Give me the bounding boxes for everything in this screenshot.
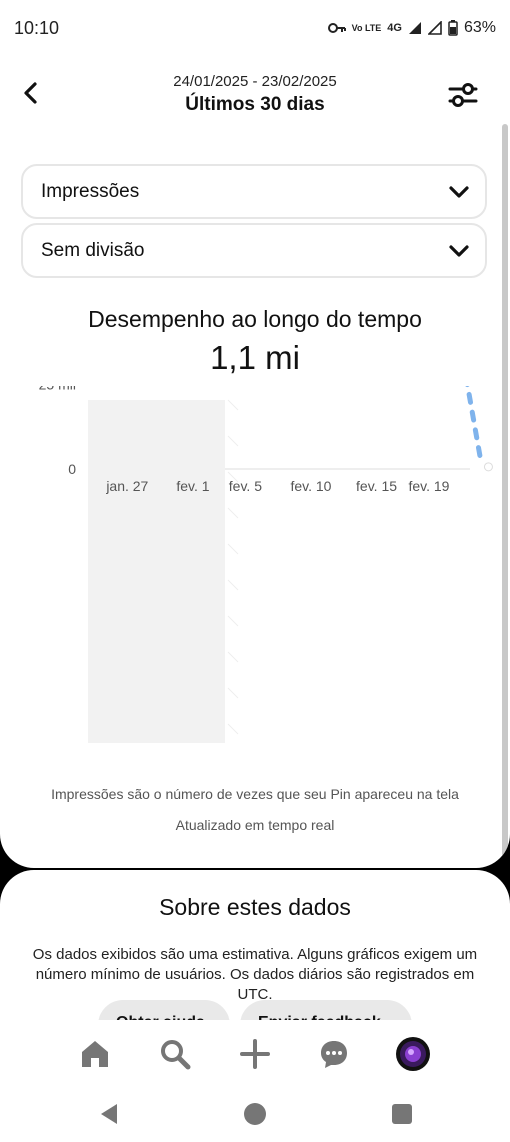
system-nav-bar (0, 1086, 510, 1142)
home-circle-icon[interactable] (241, 1100, 269, 1128)
x-tick-label: fev. 19 (408, 478, 449, 494)
hatch-line (227, 651, 239, 663)
metric-select-value: Impressões (41, 180, 140, 202)
data-point-marker (483, 462, 493, 472)
chart-caption: Impressões são o número de vezes que seu… (51, 786, 459, 802)
date-range: 24/01/2025 - 23/02/2025 (173, 73, 337, 90)
chart-shaded-region (88, 400, 225, 743)
updated-label: Atualizado em tempo real (175, 817, 335, 833)
hatch-line (227, 579, 239, 591)
nav-home[interactable] (75, 1034, 115, 1074)
battery-icon (448, 20, 458, 36)
split-select[interactable]: Sem divisão (21, 223, 487, 278)
series-line-partial-end (465, 386, 483, 462)
split-select-value: Sem divisão (41, 239, 145, 261)
period-label[interactable]: Últimos 30 dias (185, 94, 325, 115)
hatch-line (227, 615, 239, 627)
scrollbar[interactable] (502, 124, 508, 864)
x-tick-label: jan. 27 (105, 478, 148, 494)
hatch-line (227, 543, 239, 555)
key-icon (327, 23, 346, 33)
about-text: Os dados exibidos são uma estimativa. Al… (32, 946, 478, 1003)
y-tick-label: 25 mil (39, 386, 76, 392)
hatch-line (227, 507, 239, 519)
nav-profile[interactable] (393, 1034, 433, 1074)
x-tick-label: fev. 5 (229, 478, 262, 494)
volte-icon: Vo LTE (351, 22, 382, 33)
chart-total: 1,1 mi (210, 339, 300, 376)
status-time: 10:10 (14, 17, 60, 38)
x-tick-label: fev. 15 (356, 478, 397, 494)
battery-percent: 63% (463, 19, 496, 36)
analytics-card: 24/01/2025 - 23/02/2025 Últimos 30 dias … (0, 56, 510, 868)
y-tick-label: 0 (68, 461, 76, 477)
nav-create[interactable] (235, 1034, 275, 1074)
chart-title: Desempenho ao longo do tempo (88, 306, 422, 332)
nav-search[interactable] (155, 1034, 195, 1074)
search-icon (161, 1040, 191, 1070)
x-tick-label: fev. 10 (290, 478, 331, 494)
filter-settings-icon[interactable] (446, 78, 480, 112)
chart-x-axis: jan. 27 fev. 1 fev. 5 fev. 10 fev. 15 fev. 19 (105, 478, 449, 494)
chart-series (465, 386, 493, 472)
create-icon (240, 1039, 270, 1069)
home-icon (82, 1041, 108, 1067)
back-icon[interactable] (16, 78, 46, 108)
chevron-down-icon (449, 244, 469, 257)
header: 24/01/2025 - 23/02/2025 Últimos 30 dias (0, 56, 510, 136)
hatch-line (227, 399, 239, 411)
status-bar: 10:10 Vo LTE 4G 63% (0, 0, 510, 56)
nav-messages[interactable] (314, 1034, 354, 1074)
hatch-line (227, 687, 239, 699)
profile-avatar (396, 1037, 430, 1071)
4g-icon: 4G (387, 21, 402, 34)
chevron-down-icon (449, 185, 469, 198)
recents-square-icon[interactable] (388, 1100, 416, 1128)
hatch-line (227, 435, 239, 447)
status-icons: Vo LTE 4G 63% (327, 19, 496, 37)
metric-select[interactable]: Impressões (21, 164, 487, 219)
hatch-line (227, 471, 239, 483)
signal-icon (408, 22, 421, 34)
messages-icon (321, 1041, 347, 1068)
chart-hatch (227, 399, 239, 735)
chart-y-axis: 025 mil50 mil75 mil101 mil (39, 386, 77, 477)
bottom-nav (0, 1020, 510, 1088)
hatch-line (227, 723, 239, 735)
x-tick-label: fev. 1 (176, 478, 209, 494)
about-title: Sobre estes dados (159, 894, 351, 920)
back-triangle-icon[interactable] (96, 1100, 124, 1128)
signal-icon (427, 21, 442, 35)
